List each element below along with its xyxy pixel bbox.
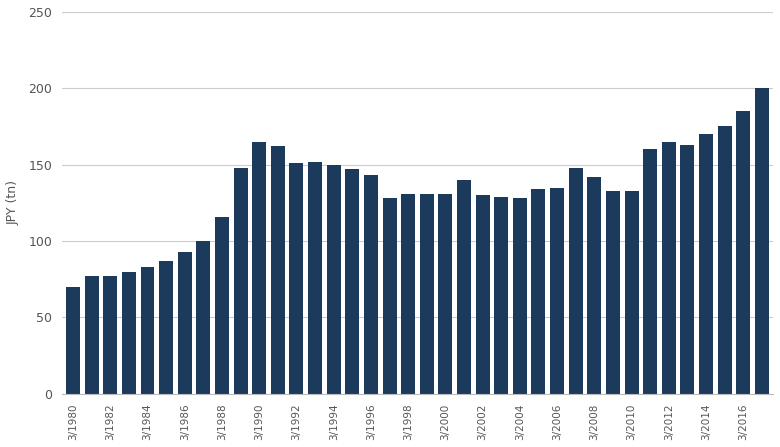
Bar (438, 194, 452, 394)
Bar (736, 111, 750, 394)
Bar (420, 194, 434, 394)
Bar (85, 276, 98, 394)
Bar (513, 198, 526, 394)
Bar (495, 197, 509, 394)
Bar (159, 261, 173, 394)
Bar (215, 216, 229, 394)
Y-axis label: JPY (tn): JPY (tn) (7, 180, 20, 225)
Bar (755, 89, 769, 394)
Bar (103, 276, 117, 394)
Bar (680, 145, 694, 394)
Bar (625, 190, 639, 394)
Bar (140, 267, 154, 394)
Bar (401, 194, 415, 394)
Bar (606, 190, 620, 394)
Bar (364, 175, 378, 394)
Bar (661, 142, 675, 394)
Bar (289, 163, 303, 394)
Bar (197, 241, 211, 394)
Bar (457, 180, 471, 394)
Bar (476, 195, 490, 394)
Bar (234, 168, 247, 394)
Bar (382, 198, 396, 394)
Bar (252, 142, 266, 394)
Bar (699, 134, 713, 394)
Bar (531, 189, 545, 394)
Bar (718, 127, 732, 394)
Bar (550, 188, 564, 394)
Bar (122, 271, 136, 394)
Bar (644, 149, 658, 394)
Bar (346, 169, 360, 394)
Bar (271, 146, 285, 394)
Bar (308, 162, 322, 394)
Bar (327, 164, 341, 394)
Bar (66, 287, 80, 394)
Bar (587, 177, 601, 394)
Bar (178, 252, 192, 394)
Bar (569, 168, 583, 394)
